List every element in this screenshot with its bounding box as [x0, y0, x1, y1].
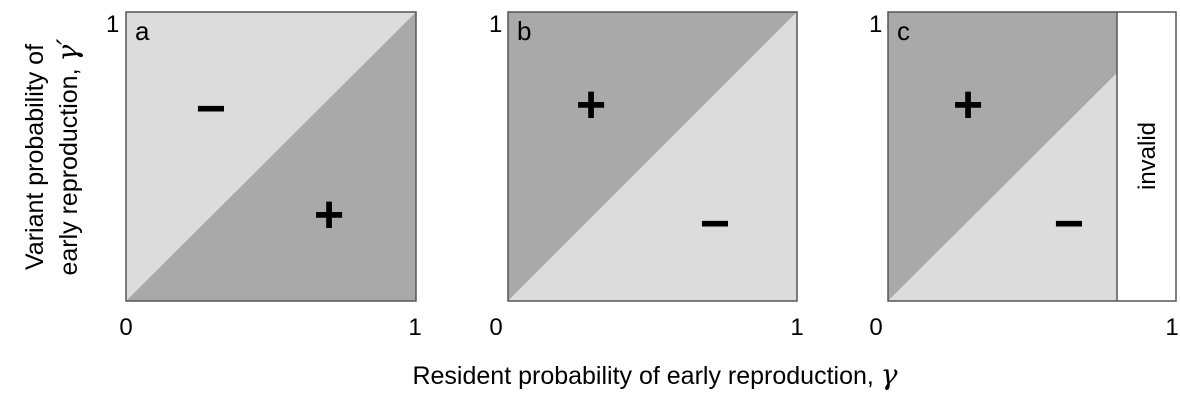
y-axis-symbol: γ′ — [51, 38, 84, 62]
panel-a-lower-right-region — [126, 12, 416, 301]
panel-c-invalid-label: invalid — [1134, 122, 1161, 190]
panel-a: a 1 0 1 − + — [106, 11, 422, 341]
panel-b-x-tick-max: 1 — [790, 314, 803, 341]
panel-a-label: a — [135, 16, 150, 46]
panel-b-minus-sign: − — [700, 195, 730, 253]
x-axis-label: Resident probability of early reproducti… — [412, 358, 897, 391]
panel-a-minus-sign: − — [196, 80, 226, 138]
panel-c-plus-sign: + — [953, 76, 983, 134]
panel-b-label: b — [517, 16, 531, 46]
panel-c-upper-left-region — [888, 12, 1117, 301]
y-axis-label-line1: Variant probability of — [21, 44, 49, 270]
panel-a-x-tick-max: 1 — [408, 314, 421, 341]
panel-a-y-tick-max: 1 — [106, 11, 119, 38]
panel-c-x-tick-min: 0 — [869, 314, 882, 341]
panel-b-border — [507, 11, 798, 302]
panel-b-plus-sign: + — [576, 76, 606, 134]
panel-c-border — [887, 11, 1177, 302]
panel-c-label: c — [897, 16, 910, 46]
x-axis-symbol: γ — [881, 358, 898, 391]
panel-b-y-tick-max: 1 — [489, 11, 502, 38]
panel-c-minus-sign: − — [1054, 195, 1084, 253]
panel-c-lower-right-region — [888, 73, 1117, 301]
panel-c-y-tick-max: 1 — [869, 11, 882, 38]
y-axis-label-line2: early reproduction, γ′ — [51, 38, 84, 276]
panel-c-invalid-region — [1117, 12, 1176, 301]
panel-c: c 1 0 1 + − invalid — [869, 11, 1179, 341]
panel-b-x-tick-min: 0 — [489, 314, 502, 341]
panel-c-x-tick-max: 1 — [1165, 314, 1178, 341]
panel-a-x-tick-min: 0 — [119, 314, 132, 341]
panel-b: b 1 0 1 + − — [489, 11, 804, 341]
panel-b-lower-right-region — [508, 12, 797, 301]
panel-a-border — [125, 11, 417, 302]
panel-a-plus-sign: + — [314, 186, 344, 244]
